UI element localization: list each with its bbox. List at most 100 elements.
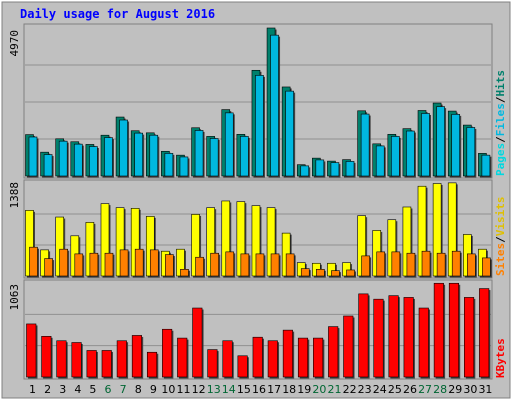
legend-visits: Sites/Visits <box>494 197 507 277</box>
bars-hits-files-pages <box>25 27 492 178</box>
day-label: 28 <box>433 383 447 396</box>
bar-sites <box>285 253 295 277</box>
bar-files <box>149 134 159 177</box>
bar-kbytes <box>373 298 384 378</box>
legend-sep: / <box>494 236 507 243</box>
bar-files <box>194 130 204 177</box>
bar-sites <box>180 268 189 277</box>
day-label: 14 <box>222 383 236 396</box>
bar-kbytes <box>116 340 127 378</box>
bar-sites <box>361 255 370 277</box>
bar-files <box>104 137 113 177</box>
bar-sites <box>270 253 280 277</box>
day-label: 12 <box>192 383 206 396</box>
bar-kbytes <box>192 307 203 378</box>
bar-files <box>270 34 279 177</box>
bar-sites <box>134 248 144 277</box>
bar-kbytes <box>267 340 278 378</box>
bar-files <box>330 162 340 177</box>
bar-kbytes <box>41 336 52 378</box>
bar-kbytes <box>358 293 369 378</box>
bar-sites <box>255 253 265 277</box>
day-label: 29 <box>448 383 462 396</box>
bar-sites <box>59 248 68 277</box>
day-label: 15 <box>237 383 251 396</box>
bar-sites <box>195 256 204 277</box>
day-label: 3 <box>59 383 66 396</box>
legend-visits-label: Visits <box>494 197 507 237</box>
bar-files <box>224 112 234 177</box>
day-label: 19 <box>297 383 311 396</box>
bar-files <box>375 145 385 177</box>
bar-sites <box>165 254 174 277</box>
day-label: 7 <box>120 383 127 396</box>
bar-kbytes <box>343 315 354 378</box>
chart-title: Daily usage for August 2016 <box>20 7 215 21</box>
day-label: 11 <box>177 383 191 396</box>
bar-sites <box>391 251 401 277</box>
bar-files <box>300 165 310 177</box>
bar-sites <box>467 253 476 277</box>
bar-kbytes <box>388 295 399 378</box>
bar-kbytes <box>26 323 37 378</box>
day-label: 17 <box>267 383 281 396</box>
bar-sites <box>149 249 159 277</box>
day-label: 30 <box>463 383 477 396</box>
bar-kbytes <box>207 349 218 378</box>
bar-sites <box>316 268 325 277</box>
bar-files <box>58 140 68 177</box>
bar-sites <box>436 252 446 277</box>
bar-kbytes <box>403 297 414 378</box>
bars-kbytes <box>26 282 491 379</box>
day-label: 5 <box>89 383 96 396</box>
bar-kbytes <box>131 335 142 378</box>
bar-sites <box>29 246 38 277</box>
day-label: 18 <box>282 383 296 396</box>
bar-sites <box>376 251 386 277</box>
bar-files <box>89 146 98 177</box>
bar-kbytes <box>328 326 339 378</box>
bar-sites <box>119 249 129 277</box>
bar-files <box>119 119 128 177</box>
y-max-label-kbytes: 1063 <box>8 284 21 311</box>
bar-files <box>179 156 189 177</box>
bar-files <box>240 136 249 177</box>
bar-files <box>285 90 294 177</box>
bar-files <box>255 75 264 177</box>
bar-sites <box>225 251 235 277</box>
x-axis-day-labels: 1 2 3 4 5 6 7 8 9 10 11 12 13 14 15 16 17 18 19 20 21 22 23 24 2… <box>29 383 492 396</box>
day-label: 26 <box>403 383 417 396</box>
day-label: 31 <box>478 383 492 396</box>
bar-files <box>436 106 445 177</box>
day-label: 27 <box>418 383 432 396</box>
day-label: 8 <box>135 383 142 396</box>
bar-files <box>391 136 400 177</box>
day-label: 16 <box>252 383 266 396</box>
bar-sites <box>240 253 250 277</box>
day-label: 4 <box>74 383 81 396</box>
day-label: 1 <box>29 383 36 396</box>
bar-kbytes <box>252 336 263 378</box>
bar-kbytes <box>282 329 293 378</box>
legend-sep: / <box>494 136 507 143</box>
day-label: 20 <box>312 383 326 396</box>
bar-files <box>73 143 83 177</box>
bar-sites <box>482 257 491 277</box>
bar-kbytes <box>56 340 67 378</box>
day-label: 9 <box>150 383 157 396</box>
bar-kbytes <box>418 307 429 378</box>
day-label: 24 <box>373 383 387 396</box>
bar-files <box>134 132 143 177</box>
bar-kbytes <box>297 337 309 378</box>
y-max-label-hits: 4970 <box>8 30 21 57</box>
day-label: 21 <box>327 383 341 396</box>
bar-kbytes <box>162 328 173 378</box>
bar-sites <box>89 252 99 277</box>
bar-files <box>466 127 476 177</box>
legend-sep: / <box>494 96 507 103</box>
bar-kbytes <box>71 342 82 378</box>
bar-sites <box>44 258 53 277</box>
day-label: 6 <box>105 383 112 396</box>
bar-kbytes <box>101 350 112 378</box>
